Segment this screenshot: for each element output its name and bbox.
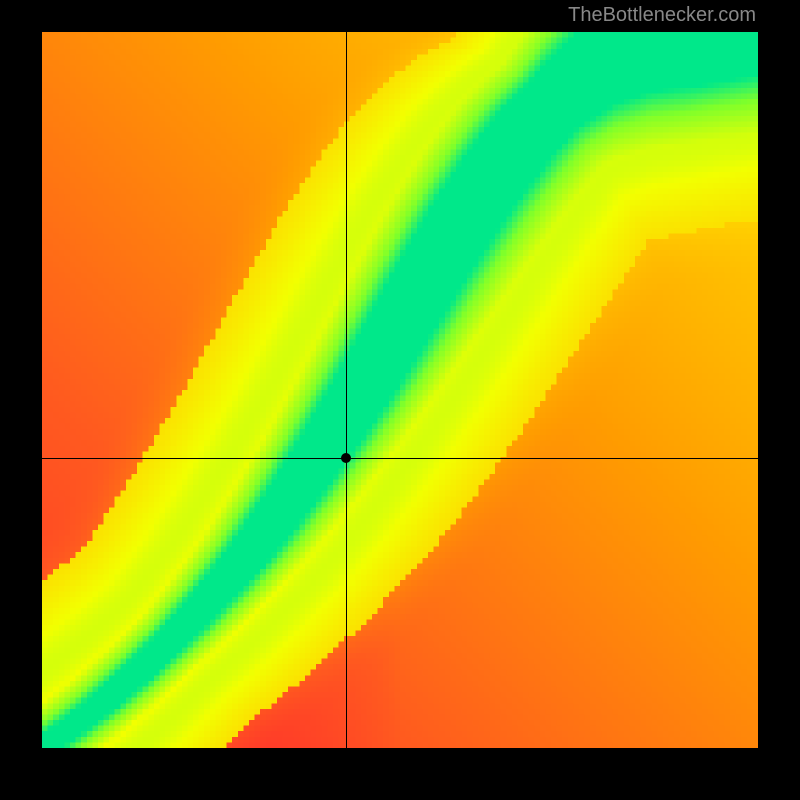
- crosshair-vertical: [346, 32, 347, 748]
- watermark-text: TheBottlenecker.com: [568, 4, 756, 27]
- heatmap-canvas: [42, 32, 758, 748]
- crosshair-horizontal: [42, 458, 758, 459]
- heatmap-plot: [42, 32, 758, 748]
- crosshair-marker: [341, 453, 351, 463]
